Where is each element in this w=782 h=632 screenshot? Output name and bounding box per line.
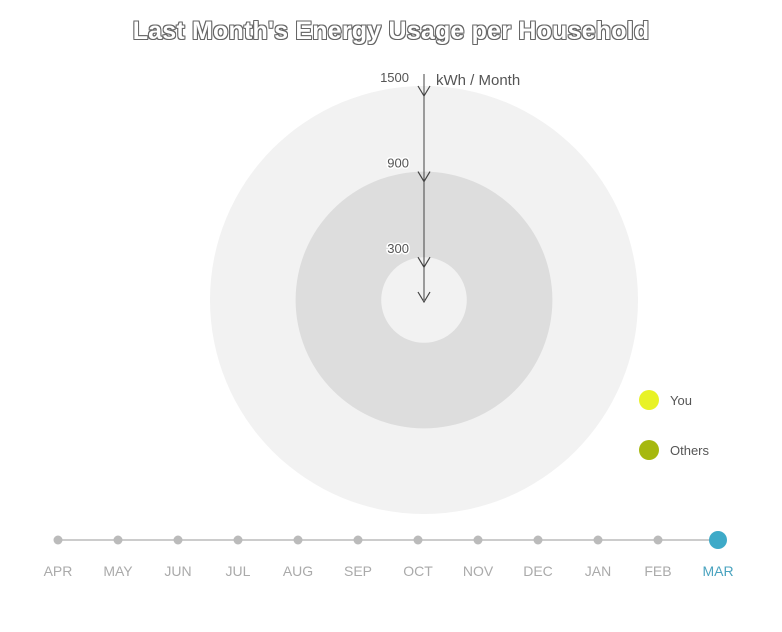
timeline-month-jul[interactable]: JUL <box>226 563 251 579</box>
axis-tick-label: 1500 <box>380 70 409 85</box>
legend-label-you: You <box>670 393 692 408</box>
timeline-dot-mar[interactable] <box>709 531 727 549</box>
timeline-dot-dec[interactable] <box>533 535 543 545</box>
timeline-month-jan[interactable]: JAN <box>585 563 611 579</box>
timeline-month-nov[interactable]: NOV <box>463 563 494 579</box>
timeline-dot-may[interactable] <box>113 535 123 545</box>
axis-tick-label: 900 <box>387 156 409 171</box>
timeline-dot-jan[interactable] <box>593 535 603 545</box>
timeline-month-apr[interactable]: APR <box>44 563 73 579</box>
timeline-dot-feb[interactable] <box>653 535 663 545</box>
timeline-month-oct[interactable]: OCT <box>403 563 433 579</box>
timeline-month-sep[interactable]: SEP <box>344 563 372 579</box>
timeline-dot-jun[interactable] <box>173 535 183 545</box>
axis-unit-label: kWh / Month <box>436 72 520 89</box>
axis-arrow <box>417 171 431 183</box>
timeline-dot-apr[interactable] <box>53 535 63 545</box>
legend-label-others: Others <box>670 443 710 458</box>
legend-swatch-others <box>639 440 659 460</box>
axis-tick-label: 300 <box>387 241 409 256</box>
timeline-dot-nov[interactable] <box>473 535 483 545</box>
timeline-month-dec[interactable]: DEC <box>523 563 553 579</box>
chart-legend: You Others <box>639 390 711 460</box>
timeline-month-jun[interactable]: JUN <box>164 563 191 579</box>
timeline-month-may[interactable]: MAY <box>103 563 133 579</box>
timeline-dot-jul[interactable] <box>233 535 243 545</box>
timeline-month-mar[interactable]: MAR <box>702 563 733 579</box>
timeline-month-feb[interactable]: FEB <box>644 563 671 579</box>
axis-arrow <box>417 291 431 304</box>
radial-axis: 1500 900 300 kWh / Month <box>379 69 522 304</box>
timeline-dot-aug[interactable] <box>293 535 303 545</box>
chart-title: Last Month's Energy Usage per Household <box>132 17 650 45</box>
timeline-month-aug[interactable]: AUG <box>283 563 313 579</box>
timeline-dot-oct[interactable] <box>413 535 423 545</box>
month-timeline: APR MAY JUN JUL AUG SEP OCT NOV DEC JAN FEB MAR <box>44 531 734 579</box>
axis-arrow <box>417 85 431 98</box>
timeline-dot-sep[interactable] <box>353 535 363 545</box>
legend-swatch-you <box>639 390 659 410</box>
axis-arrow <box>417 256 431 269</box>
